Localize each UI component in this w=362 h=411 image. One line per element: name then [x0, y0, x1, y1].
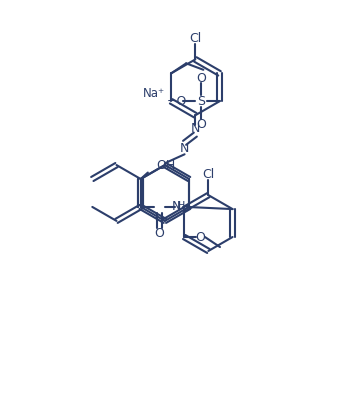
Text: O: O: [196, 118, 206, 131]
Text: N: N: [172, 200, 182, 213]
Text: Cl: Cl: [189, 32, 201, 45]
Text: O: O: [195, 231, 205, 243]
Text: N: N: [180, 142, 189, 155]
Text: N: N: [191, 122, 200, 135]
Text: S: S: [197, 95, 205, 108]
Text: Na⁺: Na⁺: [143, 87, 165, 100]
Text: OH: OH: [156, 159, 176, 172]
Text: O: O: [154, 227, 164, 240]
Text: H: H: [177, 201, 185, 211]
Text: O: O: [196, 72, 206, 85]
Text: Cl: Cl: [202, 168, 215, 181]
Text: −O: −O: [167, 95, 187, 108]
